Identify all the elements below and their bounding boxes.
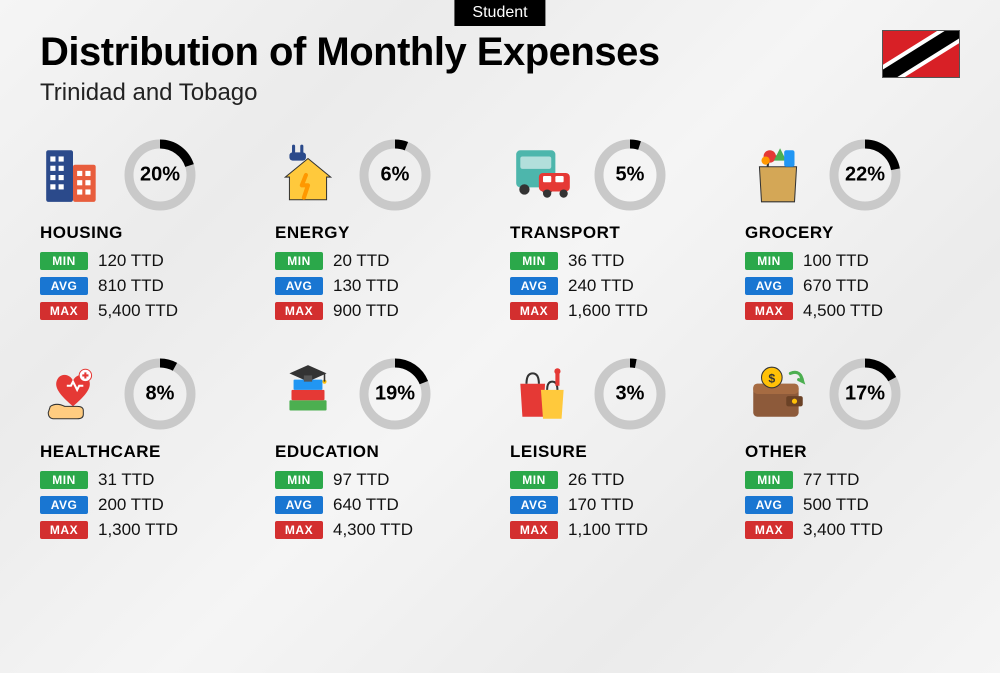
expense-card-grocery: 22% GROCERY MIN 100 TTD AVG 670 TTD MAX … bbox=[745, 137, 960, 326]
percent-label: 5% bbox=[616, 164, 645, 187]
title-block: Distribution of Monthly Expenses Trinida… bbox=[40, 30, 660, 107]
max-value: 900 TTD bbox=[333, 301, 399, 321]
percent-donut: 6% bbox=[357, 137, 433, 213]
percent-label: 6% bbox=[381, 164, 410, 187]
expense-card-leisure: 3% LEISURE MIN 26 TTD AVG 170 TTD MAX 1,… bbox=[510, 356, 725, 545]
min-value: 20 TTD bbox=[333, 251, 389, 271]
min-tag: MIN bbox=[745, 471, 793, 489]
shopping-icon bbox=[510, 361, 576, 427]
max-value: 5,400 TTD bbox=[98, 301, 178, 321]
expense-card-energy: 6% ENERGY MIN 20 TTD AVG 130 TTD MAX 900… bbox=[275, 137, 490, 326]
student-badge: Student bbox=[454, 0, 545, 26]
avg-tag: AVG bbox=[745, 277, 793, 295]
category-name: HOUSING bbox=[40, 223, 255, 243]
percent-label: 8% bbox=[146, 383, 175, 406]
min-value: 31 TTD bbox=[98, 470, 154, 490]
category-name: GROCERY bbox=[745, 223, 960, 243]
max-tag: MAX bbox=[510, 302, 558, 320]
min-tag: MIN bbox=[275, 252, 323, 270]
max-tag: MAX bbox=[745, 302, 793, 320]
avg-value: 640 TTD bbox=[333, 495, 399, 515]
min-tag: MIN bbox=[40, 471, 88, 489]
max-tag: MAX bbox=[275, 521, 323, 539]
heart-hand-icon bbox=[40, 361, 106, 427]
avg-value: 240 TTD bbox=[568, 276, 634, 296]
percent-donut: 3% bbox=[592, 356, 668, 432]
buildings-icon bbox=[40, 142, 106, 208]
avg-value: 130 TTD bbox=[333, 276, 399, 296]
avg-tag: AVG bbox=[40, 277, 88, 295]
category-name: TRANSPORT bbox=[510, 223, 725, 243]
max-tag: MAX bbox=[510, 521, 558, 539]
expense-grid: 20% HOUSING MIN 120 TTD AVG 810 TTD MAX … bbox=[40, 137, 960, 545]
max-tag: MAX bbox=[745, 521, 793, 539]
min-value: 97 TTD bbox=[333, 470, 389, 490]
house-plug-icon bbox=[275, 142, 341, 208]
percent-donut: 17% bbox=[827, 356, 903, 432]
percent-donut: 22% bbox=[827, 137, 903, 213]
grocery-bag-icon bbox=[745, 142, 811, 208]
max-tag: MAX bbox=[275, 302, 323, 320]
min-tag: MIN bbox=[40, 252, 88, 270]
avg-tag: AVG bbox=[745, 496, 793, 514]
max-value: 1,600 TTD bbox=[568, 301, 648, 321]
max-tag: MAX bbox=[40, 521, 88, 539]
percent-donut: 19% bbox=[357, 356, 433, 432]
expense-card-transport: 5% TRANSPORT MIN 36 TTD AVG 240 TTD MAX … bbox=[510, 137, 725, 326]
avg-value: 810 TTD bbox=[98, 276, 164, 296]
max-tag: MAX bbox=[40, 302, 88, 320]
min-tag: MIN bbox=[745, 252, 793, 270]
max-value: 1,100 TTD bbox=[568, 520, 648, 540]
percent-donut: 20% bbox=[122, 137, 198, 213]
min-tag: MIN bbox=[510, 471, 558, 489]
min-value: 36 TTD bbox=[568, 251, 624, 271]
expense-card-healthcare: 8% HEALTHCARE MIN 31 TTD AVG 200 TTD MAX… bbox=[40, 356, 255, 545]
percent-label: 20% bbox=[140, 164, 180, 187]
flag-icon bbox=[882, 30, 960, 78]
avg-tag: AVG bbox=[275, 277, 323, 295]
avg-value: 200 TTD bbox=[98, 495, 164, 515]
percent-donut: 8% bbox=[122, 356, 198, 432]
percent-label: 22% bbox=[845, 164, 885, 187]
expense-card-housing: 20% HOUSING MIN 120 TTD AVG 810 TTD MAX … bbox=[40, 137, 255, 326]
percent-donut: 5% bbox=[592, 137, 668, 213]
page-subtitle: Trinidad and Tobago bbox=[40, 79, 660, 107]
min-value: 77 TTD bbox=[803, 470, 859, 490]
max-value: 1,300 TTD bbox=[98, 520, 178, 540]
avg-tag: AVG bbox=[510, 496, 558, 514]
grad-books-icon bbox=[275, 361, 341, 427]
category-name: OTHER bbox=[745, 442, 960, 462]
min-value: 26 TTD bbox=[568, 470, 624, 490]
category-name: LEISURE bbox=[510, 442, 725, 462]
avg-tag: AVG bbox=[510, 277, 558, 295]
avg-tag: AVG bbox=[275, 496, 323, 514]
percent-label: 17% bbox=[845, 383, 885, 406]
percent-label: 3% bbox=[616, 383, 645, 406]
max-value: 4,300 TTD bbox=[333, 520, 413, 540]
max-value: 4,500 TTD bbox=[803, 301, 883, 321]
min-value: 100 TTD bbox=[803, 251, 869, 271]
expense-card-education: 19% EDUCATION MIN 97 TTD AVG 640 TTD MAX… bbox=[275, 356, 490, 545]
bus-car-icon bbox=[510, 142, 576, 208]
category-name: HEALTHCARE bbox=[40, 442, 255, 462]
min-tag: MIN bbox=[510, 252, 558, 270]
expense-card-other: $ 17% OTHER MIN 77 TTD AVG 500 TTD MAX 3… bbox=[745, 356, 960, 545]
wallet-icon: $ bbox=[745, 361, 811, 427]
min-tag: MIN bbox=[275, 471, 323, 489]
svg-text:$: $ bbox=[768, 372, 775, 386]
avg-value: 500 TTD bbox=[803, 495, 869, 515]
avg-tag: AVG bbox=[40, 496, 88, 514]
page-title: Distribution of Monthly Expenses bbox=[40, 30, 660, 75]
max-value: 3,400 TTD bbox=[803, 520, 883, 540]
category-name: EDUCATION bbox=[275, 442, 490, 462]
avg-value: 670 TTD bbox=[803, 276, 869, 296]
percent-label: 19% bbox=[375, 383, 415, 406]
category-name: ENERGY bbox=[275, 223, 490, 243]
avg-value: 170 TTD bbox=[568, 495, 634, 515]
min-value: 120 TTD bbox=[98, 251, 164, 271]
